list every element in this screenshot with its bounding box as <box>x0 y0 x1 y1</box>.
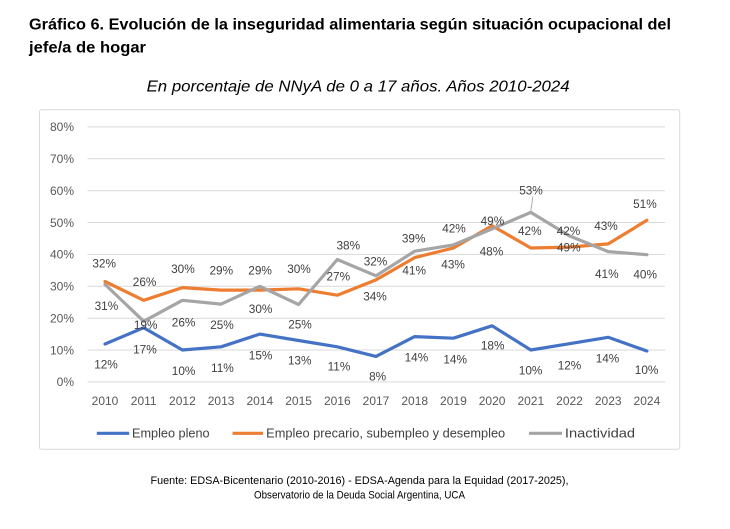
svg-text:50%: 50% <box>50 216 74 230</box>
svg-text:14%: 14% <box>443 352 467 366</box>
svg-text:80%: 80% <box>50 120 74 134</box>
svg-text:25%: 25% <box>210 318 234 332</box>
svg-text:2021: 2021 <box>517 394 544 408</box>
svg-text:10%: 10% <box>50 343 74 357</box>
svg-text:30%: 30% <box>171 262 195 276</box>
svg-text:26%: 26% <box>133 275 157 289</box>
svg-text:40%: 40% <box>50 248 74 262</box>
svg-text:42%: 42% <box>442 221 466 235</box>
svg-text:Empleo precario, subempleo y d: Empleo precario, subempleo y desempleo <box>266 427 505 441</box>
svg-text:8%: 8% <box>369 369 387 383</box>
svg-text:51%: 51% <box>633 197 657 211</box>
svg-text:2010: 2010 <box>92 394 119 408</box>
svg-text:2015: 2015 <box>285 394 312 408</box>
svg-text:2013: 2013 <box>208 394 235 408</box>
svg-text:Observatorio de la Deuda Socia: Observatorio de la Deuda Social Argentin… <box>254 489 466 501</box>
svg-text:40%: 40% <box>633 267 657 281</box>
svg-text:17%: 17% <box>133 342 157 356</box>
svg-text:30%: 30% <box>287 262 311 276</box>
svg-text:41%: 41% <box>595 267 619 281</box>
svg-text:Fuente: EDSA-Bicentenario (201: Fuente: EDSA-Bicentenario (2010-2016) - … <box>151 475 569 487</box>
svg-text:Inactividad: Inactividad <box>565 427 635 441</box>
svg-text:11%: 11% <box>328 360 351 374</box>
svg-text:14%: 14% <box>405 351 429 365</box>
svg-text:32%: 32% <box>92 256 116 270</box>
svg-text:19%: 19% <box>134 318 158 332</box>
svg-text:0%: 0% <box>57 375 75 389</box>
svg-text:15%: 15% <box>249 348 273 362</box>
svg-text:29%: 29% <box>209 264 233 278</box>
svg-text:2011: 2011 <box>131 394 157 408</box>
svg-text:2024: 2024 <box>634 394 661 408</box>
svg-text:26%: 26% <box>172 315 196 329</box>
svg-text:60%: 60% <box>50 184 74 198</box>
svg-text:43%: 43% <box>594 219 618 233</box>
svg-text:10%: 10% <box>172 364 196 378</box>
svg-text:48%: 48% <box>480 244 504 258</box>
svg-text:31%: 31% <box>95 299 119 313</box>
svg-text:2023: 2023 <box>595 394 622 408</box>
svg-text:42%: 42% <box>518 224 542 238</box>
svg-text:27%: 27% <box>326 269 350 283</box>
svg-text:12%: 12% <box>558 358 582 372</box>
svg-text:En porcentaje de NNyA de 0 a 1: En porcentaje de NNyA de 0 a 17 años. Añ… <box>147 79 570 96</box>
svg-text:2017: 2017 <box>363 394 390 408</box>
svg-text:2016: 2016 <box>324 394 351 408</box>
svg-text:41%: 41% <box>402 264 426 278</box>
svg-text:Gráfico 6. Evolución de la ins: Gráfico 6. Evolución de la inseguridad a… <box>29 17 671 34</box>
svg-text:49%: 49% <box>481 214 505 228</box>
svg-text:10%: 10% <box>635 363 659 377</box>
svg-text:13%: 13% <box>288 354 312 368</box>
svg-text:25%: 25% <box>288 317 312 331</box>
svg-text:2019: 2019 <box>440 394 467 408</box>
svg-text:2018: 2018 <box>401 394 428 408</box>
svg-text:11%: 11% <box>211 361 234 375</box>
svg-text:30%: 30% <box>249 302 273 316</box>
svg-text:Empleo pleno: Empleo pleno <box>132 427 210 441</box>
svg-text:14%: 14% <box>596 351 620 365</box>
svg-text:32%: 32% <box>364 255 388 269</box>
svg-text:49%: 49% <box>557 240 581 254</box>
svg-text:53%: 53% <box>519 183 543 197</box>
svg-text:2020: 2020 <box>479 394 506 408</box>
svg-text:2012: 2012 <box>169 394 196 408</box>
svg-text:2014: 2014 <box>246 394 273 408</box>
svg-text:12%: 12% <box>94 357 118 371</box>
svg-text:70%: 70% <box>50 152 74 166</box>
svg-text:20%: 20% <box>50 312 74 326</box>
svg-text:18%: 18% <box>481 339 505 353</box>
svg-text:43%: 43% <box>441 257 465 271</box>
svg-text:34%: 34% <box>363 289 387 303</box>
svg-text:10%: 10% <box>519 363 543 377</box>
svg-text:29%: 29% <box>248 264 272 278</box>
svg-text:39%: 39% <box>402 231 426 245</box>
svg-text:42%: 42% <box>557 224 581 238</box>
svg-text:2022: 2022 <box>556 394 583 408</box>
svg-text:38%: 38% <box>336 238 360 252</box>
svg-text:jefe/a de hogar: jefe/a de hogar <box>28 39 146 56</box>
svg-text:30%: 30% <box>50 280 74 294</box>
